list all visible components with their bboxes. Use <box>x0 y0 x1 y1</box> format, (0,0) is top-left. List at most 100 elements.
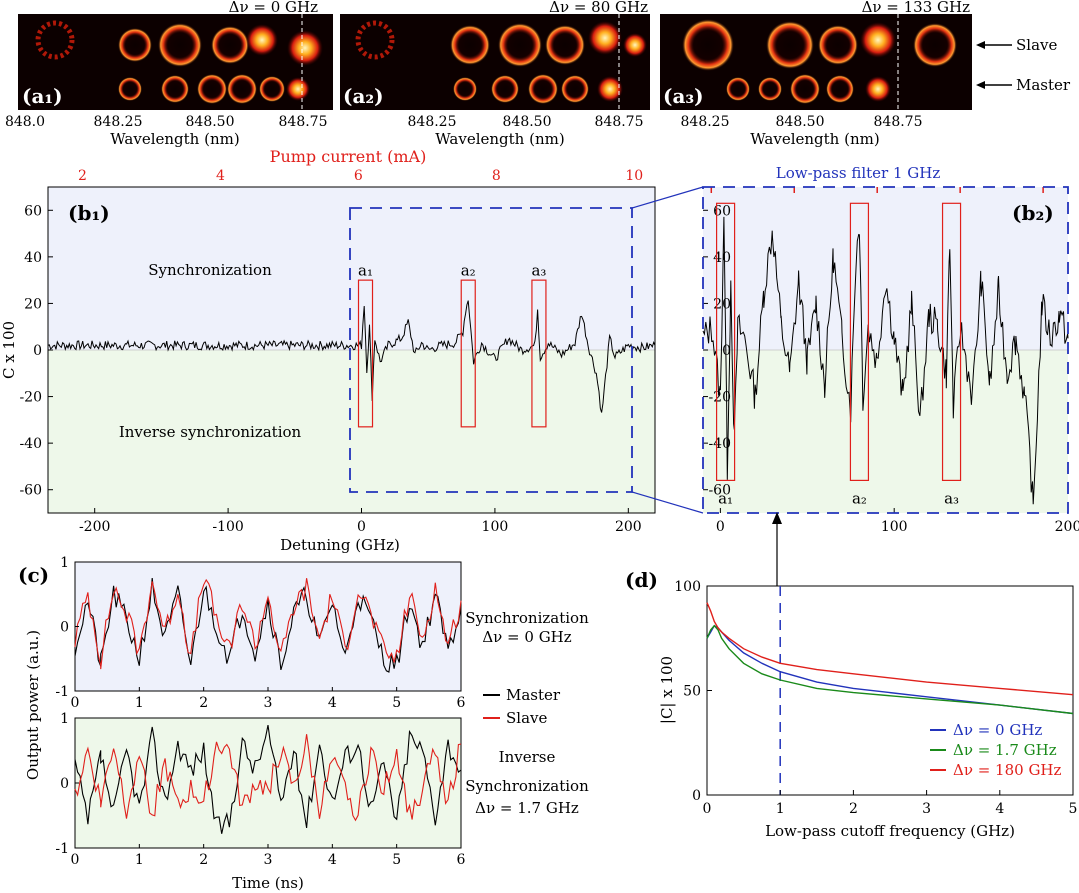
sync-region <box>48 187 655 350</box>
xlabel-a2: Wavelength (nm) <box>435 130 564 148</box>
y-tick-label: 60 <box>24 203 42 219</box>
marker-box <box>715 202 736 482</box>
x-tick-label: 0 <box>716 519 725 535</box>
tick-label: 848.25 <box>408 114 457 130</box>
chart-c-inverse: 0 1 2 3 4 5 6-101 Inverse Synchronization Δν =… <box>55 711 589 892</box>
y-tick-label: 0 <box>60 776 69 792</box>
zoom-box <box>349 207 633 493</box>
correlation-line <box>702 216 1069 505</box>
x-axis-label: Low-pass cutoff frequency (GHz) <box>765 822 1015 840</box>
detuning-label-a3: Δν = 133 GHz <box>862 0 971 16</box>
panel-label-b1: (b₁) <box>68 201 110 225</box>
panel-label-a3: (a₃) <box>663 84 704 108</box>
spectra-row: (a₁) Δν = 0 GHz 848.0 848.25 848.50 848.… <box>5 0 1071 148</box>
legend-entry: Δν = 1.7 GHz <box>953 741 1057 759</box>
chart-c-sync: 0 1 2 3 4 5 6-101 Synchronization Δν = 0 GHz <box>55 555 589 711</box>
marker-label: a₁ <box>718 490 733 508</box>
detuning-label-a1: Δν = 0 GHz <box>229 0 318 16</box>
tick-label: 848.0 <box>5 114 45 130</box>
x-tick-label: 4 <box>328 695 337 711</box>
y-tick-label: 0 <box>722 343 731 359</box>
x-tick-label: 200 <box>615 519 642 535</box>
detuning-label-a2: Δν = 80 GHz <box>549 0 648 16</box>
x-axis-label: Detuning (GHz) <box>280 536 400 554</box>
tick-label: 848.50 <box>503 114 552 130</box>
xlabel-a1: Wavelength (nm) <box>110 130 239 148</box>
y-tick-label: 40 <box>713 250 731 266</box>
master-label: Master <box>1016 76 1071 94</box>
series-line-master <box>74 724 462 834</box>
y-tick-label: 1 <box>60 555 69 571</box>
legend-d: Δν = 0 GHz Δν = 1.7 GHz Δν = 180 GHz <box>930 721 1062 779</box>
legend-entry: Δν = 180 GHz <box>953 761 1062 779</box>
axes-frame <box>706 585 1074 796</box>
wavelength-ticks-a2: 848.25 848.50 848.75 <box>408 114 644 130</box>
sync-background <box>74 561 462 692</box>
marker-box <box>357 279 374 428</box>
chart-title-b2: Low-pass filter 1 GHz <box>776 164 941 182</box>
panel-label-a1: (a₁) <box>22 84 63 108</box>
marker-label: a₂ <box>461 261 476 279</box>
plot-area-c-sync: 0 1 2 3 4 5 6-101 <box>55 555 465 711</box>
series-line <box>706 602 1074 696</box>
pointer-arrowhead <box>772 512 782 524</box>
x-tick-label: 0 <box>703 801 712 817</box>
top-tick-label: 8 <box>492 168 501 184</box>
legend-slave: Slave <box>506 709 547 727</box>
legend-master: Master <box>506 686 561 704</box>
x-tick-label: 6 <box>457 695 466 711</box>
y-tick-label: 0 <box>33 343 42 359</box>
y-tick-label: -20 <box>19 390 42 406</box>
x-tick-label: 200 <box>1055 519 1079 535</box>
x-tick-label: 100 <box>482 519 509 535</box>
y-axis-label: C x 100 <box>0 321 18 379</box>
region-label-sync: Synchronization <box>148 261 272 279</box>
x-tick-label: 1 <box>135 852 144 868</box>
marker-label: a₂ <box>852 490 867 508</box>
spectrum-panel-a2: (a₂) Δν = 80 GHz 848.25 848.50 848.75 Wa… <box>340 0 650 148</box>
marker-label: a₃ <box>531 261 546 279</box>
x-tick-label: 0 <box>71 852 80 868</box>
marker-label: a₁ <box>358 261 373 279</box>
legend-c: Master Slave <box>483 686 561 727</box>
plot-area-b2: 0 100 200 -60 -40 -20 0 20 40 60 a₁ a₂ a₃ <box>702 187 1079 535</box>
x-tick-label: 100 <box>881 519 908 535</box>
inverse-sync-region <box>48 350 655 513</box>
series-line <box>706 624 1074 715</box>
marker-box <box>531 279 547 428</box>
spectrum-panel-a1: (a₁) Δν = 0 GHz 848.0 848.25 848.50 848.… <box>5 0 333 148</box>
x-tick-label: 4 <box>995 801 1004 817</box>
top-tick-label: 10 <box>625 168 643 184</box>
x-tick-label: 1 <box>776 801 785 817</box>
zoom-frame <box>702 186 1069 514</box>
x-tick-label: 0 <box>71 695 80 711</box>
spectrum-panel-a3: (a₃) Δν = 133 GHz 848.25 848.50 848.75 W… <box>660 0 972 148</box>
y-tick-label: -1 <box>55 841 69 857</box>
axes-frame <box>47 186 656 514</box>
chart-b2: Low-pass filter 1 GHz 0 100 200 -60 -40 -20 0 2… <box>702 164 1079 535</box>
x-tick-label: 5 <box>392 695 401 711</box>
top-tick-label: 6 <box>354 168 363 184</box>
legend-entry: Δν = 0 GHz <box>953 721 1042 739</box>
slave-label: Slave <box>1016 36 1057 54</box>
annotation-line: Synchronization <box>465 777 589 795</box>
x-tick-label: -100 <box>212 519 243 535</box>
series-line-slave <box>74 734 462 822</box>
panel-label-d: (d) <box>625 568 658 592</box>
y-tick-label: 20 <box>24 296 42 312</box>
x-tick-label: 5 <box>392 852 401 868</box>
y-tick-label: -20 <box>708 390 731 406</box>
y-tick-label: 0 <box>60 620 69 636</box>
tick-label: 848.50 <box>776 114 825 130</box>
x-tick-label: -200 <box>79 519 110 535</box>
x-tick-label: 6 <box>457 852 466 868</box>
y-tick-label: 40 <box>24 250 42 266</box>
marker-box <box>941 202 962 482</box>
slave-master-labels: Slave Master <box>976 36 1071 94</box>
y-tick-label: 0 <box>692 788 701 804</box>
y-tick-label: 60 <box>713 203 731 219</box>
marker-box <box>460 279 476 428</box>
tick-label: 848.25 <box>681 114 730 130</box>
